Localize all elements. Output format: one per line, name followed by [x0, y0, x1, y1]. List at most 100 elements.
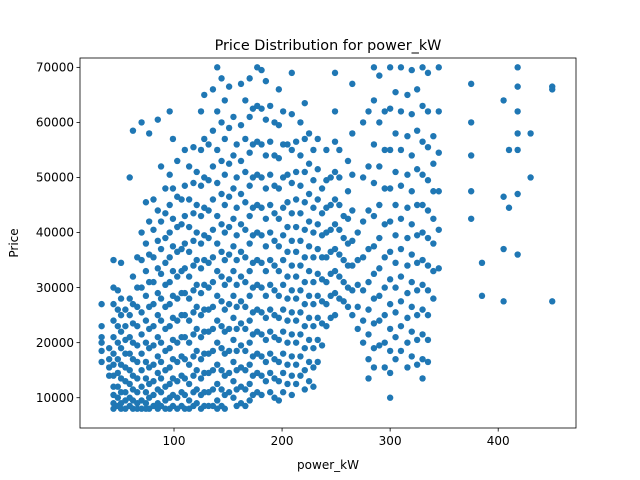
y-axis: 10000 20000 30000 40000 50000 60000 70000	[36, 61, 80, 405]
data-point	[310, 204, 317, 211]
data-point	[376, 201, 383, 209]
data-point	[284, 339, 291, 346]
data-point	[305, 336, 313, 344]
data-point	[435, 108, 442, 115]
data-point	[381, 311, 388, 319]
x-tick-label: 400	[487, 434, 510, 448]
data-point	[284, 199, 291, 206]
data-point	[386, 64, 394, 71]
data-point	[413, 336, 421, 344]
data-point	[174, 378, 181, 385]
data-point	[467, 152, 475, 159]
data-point	[246, 292, 253, 300]
data-point	[275, 243, 283, 250]
data-point	[419, 229, 426, 236]
data-point	[114, 394, 122, 401]
data-point	[122, 389, 129, 396]
data-point	[138, 383, 145, 390]
data-point	[392, 88, 399, 96]
data-point	[275, 292, 283, 300]
data-point	[157, 295, 165, 302]
data-point	[205, 141, 212, 148]
data-point	[404, 364, 411, 371]
data-point	[292, 380, 300, 388]
data-point	[314, 358, 321, 366]
data-point	[413, 311, 421, 319]
data-point	[392, 355, 399, 363]
data-point	[233, 174, 240, 181]
data-point	[467, 80, 475, 88]
data-point	[237, 320, 245, 327]
data-point	[214, 64, 221, 71]
data-point	[419, 256, 426, 264]
data-point	[193, 400, 200, 407]
x-tick-label: 100	[163, 434, 186, 448]
data-point	[246, 361, 253, 368]
data-point	[214, 108, 221, 115]
data-point	[331, 69, 339, 77]
data-point	[413, 232, 421, 239]
data-point	[301, 99, 308, 107]
data-point	[404, 234, 411, 242]
data-point	[126, 380, 133, 388]
data-point	[138, 284, 145, 291]
data-point	[142, 358, 150, 366]
data-point	[162, 259, 169, 267]
data-point	[331, 267, 339, 275]
data-point	[292, 339, 300, 346]
data-point	[230, 152, 237, 159]
data-point	[419, 201, 426, 209]
data-point	[275, 336, 283, 344]
data-point	[430, 215, 437, 222]
data-point	[386, 248, 394, 256]
data-point	[314, 196, 321, 203]
data-point	[174, 273, 181, 280]
data-point	[237, 342, 245, 349]
data-point	[275, 185, 283, 192]
data-point	[279, 256, 287, 264]
data-point	[154, 289, 161, 297]
data-point	[237, 190, 245, 198]
data-point	[246, 339, 253, 346]
data-point	[397, 273, 405, 280]
data-point	[297, 287, 304, 294]
data-point	[214, 179, 221, 187]
data-point	[514, 64, 521, 71]
data-point	[181, 182, 189, 189]
data-point	[340, 234, 347, 242]
data-point	[258, 372, 265, 379]
data-point	[205, 177, 212, 184]
data-point	[134, 342, 141, 349]
data-point	[310, 344, 317, 352]
data-point	[197, 240, 205, 247]
data-point	[214, 240, 221, 247]
data-point	[209, 278, 217, 286]
data-point	[233, 347, 240, 355]
data-point	[218, 273, 225, 280]
data-point	[305, 358, 313, 366]
data-point	[404, 132, 411, 140]
data-point	[258, 353, 265, 360]
data-point	[262, 185, 270, 192]
data-point	[150, 342, 157, 349]
data-point	[381, 221, 388, 228]
data-point	[190, 287, 197, 294]
data-point	[266, 201, 274, 209]
data-point	[292, 168, 300, 176]
data-point	[258, 391, 265, 399]
data-point	[154, 333, 161, 341]
data-point	[166, 380, 173, 388]
data-point	[288, 372, 295, 379]
data-point	[365, 278, 372, 286]
data-point	[404, 91, 411, 99]
data-point	[288, 309, 295, 316]
data-point	[181, 289, 189, 297]
data-point	[467, 119, 475, 126]
data-point	[331, 138, 339, 145]
data-point	[549, 298, 556, 305]
data-point	[221, 135, 228, 143]
data-point	[230, 358, 237, 366]
data-point	[246, 267, 253, 275]
data-point	[314, 314, 321, 322]
data-point	[275, 378, 283, 385]
